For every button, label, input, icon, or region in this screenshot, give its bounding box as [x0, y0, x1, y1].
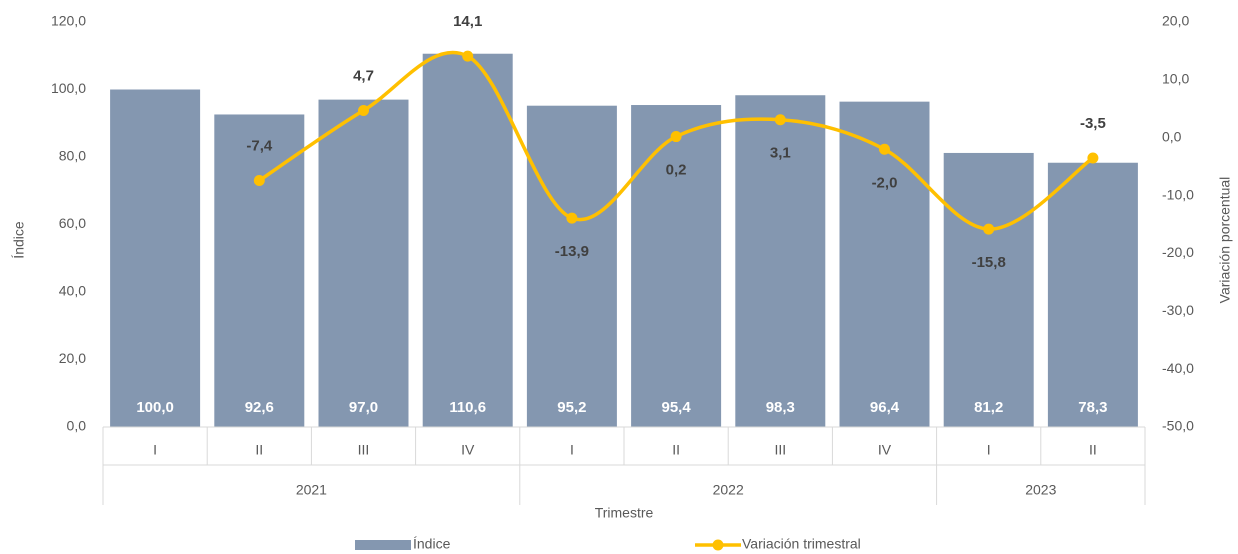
x-tick-label: IV: [461, 442, 475, 458]
x-tick-label: II: [1089, 442, 1097, 458]
y2-tick-label: -30,0: [1162, 302, 1194, 318]
x-tick-label: II: [672, 442, 680, 458]
line-marker: [1087, 152, 1099, 164]
x-tick-label: I: [570, 442, 574, 458]
line-marker: [983, 223, 995, 235]
x-tick-label: III: [358, 442, 370, 458]
line-value-label: -3,5: [1080, 115, 1106, 132]
x-axis-title: Trimestre: [595, 505, 654, 521]
y-tick-label: 100,0: [51, 80, 86, 96]
line-value-label: 0,2: [666, 162, 687, 179]
y2-tick-label: -50,0: [1162, 418, 1194, 434]
legend-label: Variación trimestral: [742, 536, 861, 552]
line-marker: [253, 175, 265, 187]
line-marker: [670, 131, 682, 143]
bar: [1047, 162, 1138, 428]
x-tick-label: I: [153, 442, 157, 458]
y-tick-label: 0,0: [67, 418, 87, 434]
y2-tick-label: -40,0: [1162, 360, 1194, 376]
bar-value-label: 100,0: [136, 399, 174, 416]
bar-value-label: 97,0: [349, 399, 378, 416]
line-marker: [566, 212, 578, 224]
bar: [943, 152, 1034, 427]
bar-value-label: 98,3: [766, 399, 795, 416]
group-label: 2023: [1025, 482, 1056, 498]
line-value-label: -2,0: [872, 174, 898, 191]
y2-tick-label: 0,0: [1162, 128, 1182, 144]
bar: [631, 105, 722, 428]
x-tick-label: I: [987, 442, 991, 458]
bar: [110, 89, 201, 427]
y-tick-label: 80,0: [59, 148, 86, 164]
bar-value-label: 95,4: [661, 399, 691, 416]
bar: [318, 99, 409, 427]
line: [258, 50, 1094, 231]
legend-label: Índice: [413, 536, 451, 552]
y2-axis-title: Variación porcentual: [1217, 177, 1233, 304]
x-tick-label: II: [255, 442, 263, 458]
legend-swatch: [355, 540, 411, 550]
bar: [526, 105, 617, 427]
bar-value-label: 95,2: [557, 399, 586, 416]
line-marker: [358, 105, 369, 117]
bar-value-label: 78,3: [1078, 399, 1107, 416]
line-value-label: 3,1: [770, 145, 791, 162]
y2-tick-label: 10,0: [1162, 71, 1189, 87]
y-tick-label: 60,0: [59, 215, 86, 231]
bar: [735, 95, 826, 428]
bar-value-label: 92,6: [245, 399, 274, 416]
bar: [422, 53, 513, 427]
line-marker: [462, 50, 474, 62]
bar-value-label: 110,6: [449, 399, 486, 416]
line-value-label: 14,1: [453, 13, 482, 30]
y-axis-title: Índice: [11, 221, 27, 259]
bar-value-label: 81,2: [974, 399, 1003, 416]
y2-tick-label: -20,0: [1162, 244, 1194, 260]
line-marker: [879, 143, 890, 155]
legend-marker: [712, 539, 724, 551]
bar: [839, 101, 930, 428]
y-tick-label: 120,0: [51, 13, 86, 29]
x-tick-label: IV: [878, 442, 892, 458]
line-marker: [774, 114, 786, 126]
bar-value-label: 96,4: [870, 399, 900, 416]
x-tick-label: III: [774, 442, 786, 458]
line-value-label: 4,7: [353, 67, 374, 84]
y2-tick-label: -10,0: [1162, 186, 1194, 202]
line-value-label: -15,8: [972, 254, 1006, 271]
y-tick-label: 20,0: [59, 350, 86, 366]
y2-tick-label: 20,0: [1162, 13, 1189, 29]
group-label: 2021: [296, 482, 327, 498]
group-label: 2022: [713, 482, 744, 498]
bar: [214, 114, 305, 427]
y-tick-label: 40,0: [59, 283, 86, 299]
line-value-label: -13,9: [555, 243, 589, 260]
line-value-label: -7,4: [246, 137, 273, 154]
